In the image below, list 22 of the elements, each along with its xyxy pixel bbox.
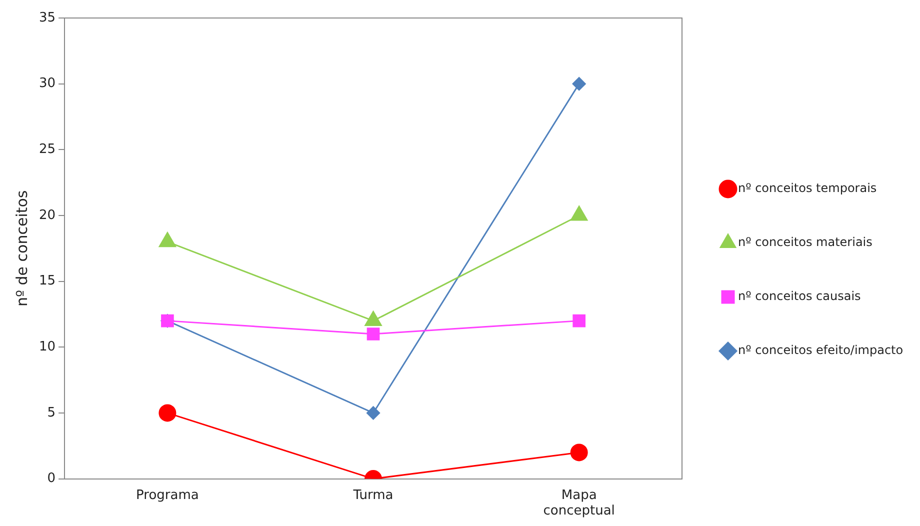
y-tick-label: 15: [38, 274, 56, 289]
x-tick-label: Mapa conceptual: [543, 488, 615, 519]
point: [572, 77, 586, 91]
legend-label: nº conceitos materiais: [738, 235, 872, 250]
y-tick-label: 10: [38, 340, 56, 355]
y-tick-label: 25: [38, 142, 56, 158]
y-tick-label: 5: [47, 405, 56, 420]
y-tick-label: 30: [38, 76, 56, 92]
legend-label: nº conceitos efeito/impacto: [738, 343, 904, 358]
legend-label: nº conceitos temporais: [738, 181, 877, 196]
point: [366, 328, 380, 340]
point: [570, 444, 588, 462]
point: [572, 314, 586, 328]
legend-label: nº conceitos causais: [738, 289, 861, 304]
y-axis-title: nº de conceitos: [12, 190, 31, 307]
x-tick-label: Programa: [136, 488, 199, 503]
point: [366, 406, 380, 420]
x-tick-label: Turma: [352, 488, 394, 503]
y-tick-label: 20: [38, 208, 56, 223]
point: [158, 404, 176, 422]
y-tick-label: 35: [38, 10, 56, 26]
y-tick-label: 0: [47, 471, 56, 486]
